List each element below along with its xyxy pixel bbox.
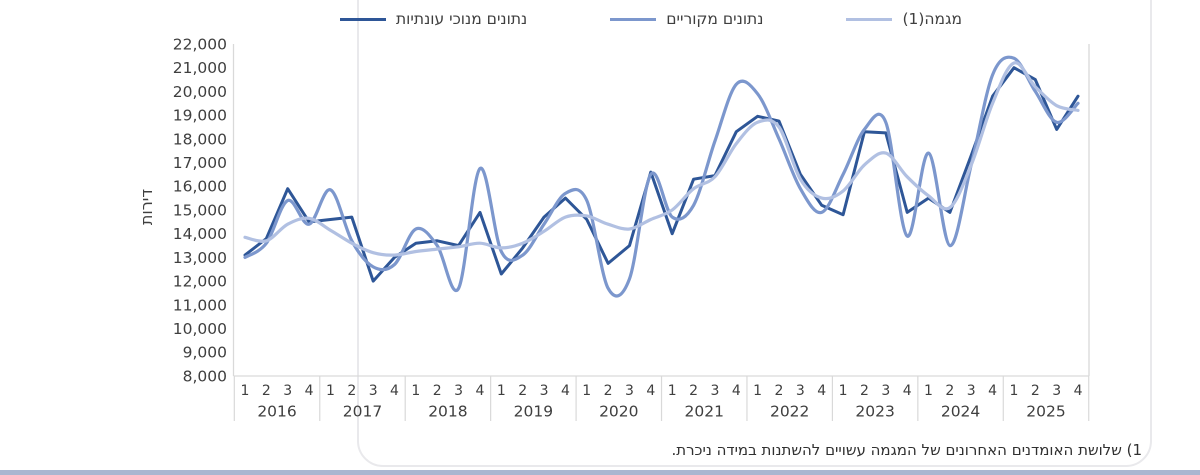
y-tick-label: 9,000 — [183, 344, 227, 362]
x-tick-quarter-label: 2 — [433, 383, 442, 399]
x-tick-quarter-label: 4 — [732, 383, 741, 399]
y-tick-label: 14,000 — [173, 225, 227, 243]
legend-line-swatch-dark — [340, 17, 386, 21]
y-tick-label: 13,000 — [173, 249, 227, 267]
x-tick-quarter-label: 3 — [540, 383, 549, 399]
x-tick-quarter-label: 1 — [241, 383, 250, 399]
y-tick-label: 17,000 — [173, 154, 227, 172]
legend-label: נתונים מנוכי עונתיות — [396, 10, 528, 28]
x-tick-year-label: 2018 — [428, 402, 467, 420]
bottom-divider-bar — [0, 470, 1200, 475]
x-tick-quarter-label: 3 — [454, 383, 463, 399]
x-tick-quarter-label: 1 — [411, 383, 420, 399]
y-tick-label: 18,000 — [173, 130, 227, 148]
x-tick-quarter-label: 2 — [1031, 383, 1040, 399]
x-tick-year-label: 2023 — [855, 402, 894, 420]
x-tick-quarter-label: 3 — [796, 383, 805, 399]
legend-line-swatch-medium — [610, 17, 657, 21]
x-tick-year-label: 2024 — [941, 402, 980, 420]
x-tick-quarter-label: 4 — [475, 383, 484, 399]
y-tick-label: 20,000 — [173, 83, 227, 101]
x-tick-year-label: 2025 — [1026, 402, 1065, 420]
chart-legend: נתונים מנוכי עונתיות נתונים מקוריים מגמה… — [340, 10, 962, 28]
y-tick-label: 8,000 — [183, 367, 227, 385]
legend-line-swatch-light — [846, 17, 893, 21]
x-tick-year-label: 2021 — [685, 402, 724, 420]
x-tick-year-label: 2020 — [599, 402, 638, 420]
series-original-data-line — [243, 55, 1080, 298]
x-tick-year-label: 2019 — [514, 402, 553, 420]
legend-item-original-data: נתונים מקוריים — [610, 10, 763, 28]
x-tick-quarter-label: 1 — [668, 383, 677, 399]
y-tick-label: 22,000 — [173, 35, 227, 53]
x-tick-quarter-label: 4 — [646, 383, 655, 399]
x-tick-quarter-label: 2 — [262, 383, 271, 399]
x-tick-year-label: 2016 — [257, 402, 296, 420]
x-tick-quarter-label: 4 — [903, 383, 912, 399]
y-tick-label: 16,000 — [173, 178, 227, 196]
y-tick-label: 12,000 — [173, 273, 227, 291]
series-seasonally-adjusted-line — [243, 66, 1080, 283]
x-tick-quarter-label: 3 — [625, 383, 634, 399]
y-axis-title: דירות — [137, 189, 156, 225]
x-tick-quarter-label: 3 — [967, 383, 976, 399]
legend-label: נתונים מקוריים — [666, 10, 764, 28]
x-tick-quarter-label: 1 — [582, 383, 591, 399]
y-tick-label: 15,000 — [173, 201, 227, 219]
x-tick-year-label: 2017 — [343, 402, 382, 420]
x-tick-quarter-label: 3 — [881, 383, 890, 399]
x-tick-quarter-label: 4 — [305, 383, 314, 399]
x-tick-quarter-label: 3 — [710, 383, 719, 399]
legend-item-seasonally-adjusted: נתונים מנוכי עונתיות — [340, 10, 527, 28]
y-tick-label: 19,000 — [173, 107, 227, 125]
x-tick-quarter-label: 1 — [326, 383, 335, 399]
y-tick-label: 11,000 — [173, 296, 227, 314]
x-tick-quarter-label: 1 — [753, 383, 762, 399]
x-tick-quarter-label: 4 — [1074, 383, 1083, 399]
x-tick-quarter-label: 2 — [775, 383, 784, 399]
x-tick-quarter-label: 3 — [1052, 383, 1061, 399]
x-tick-quarter-label: 2 — [347, 383, 356, 399]
x-tick-quarter-label: 4 — [561, 383, 570, 399]
x-tick-quarter-label: 4 — [390, 383, 399, 399]
legend-item-trend: מגמה(1) — [846, 10, 962, 28]
x-tick-quarter-label: 2 — [860, 383, 869, 399]
x-tick-quarter-label: 2 — [689, 383, 698, 399]
x-tick-quarter-label: 2 — [945, 383, 954, 399]
x-tick-quarter-label: 1 — [924, 383, 933, 399]
chart-footnote: 1) שלושת האומדנים האחרונים של המגמה עשוי… — [671, 441, 1142, 459]
x-tick-quarter-label: 2 — [518, 383, 527, 399]
x-tick-quarter-label: 3 — [283, 383, 292, 399]
x-tick-quarter-label: 3 — [369, 383, 378, 399]
y-tick-label: 10,000 — [173, 320, 227, 338]
series-trend-line — [243, 61, 1080, 257]
x-tick-year-label: 2022 — [770, 402, 809, 420]
x-tick-quarter-label: 4 — [817, 383, 826, 399]
x-tick-quarter-label: 1 — [497, 383, 506, 399]
x-tick-quarter-label: 1 — [839, 383, 848, 399]
legend-label: מגמה(1) — [902, 10, 962, 28]
x-tick-quarter-label: 4 — [988, 383, 997, 399]
x-tick-quarter-label: 2 — [604, 383, 613, 399]
x-tick-quarter-label: 1 — [1009, 383, 1018, 399]
y-tick-label: 21,000 — [173, 59, 227, 77]
